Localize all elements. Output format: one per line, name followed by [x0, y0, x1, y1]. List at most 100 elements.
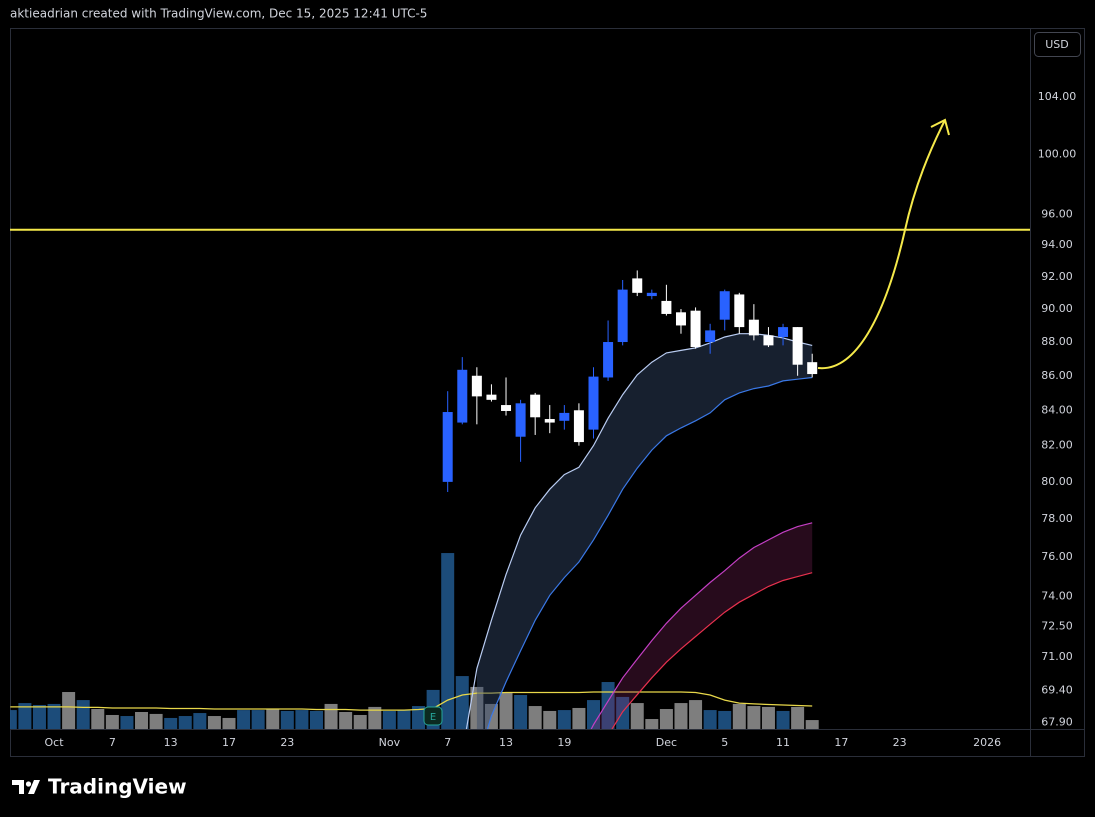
x-tick-label: Oct — [45, 736, 65, 749]
y-tick-label: 67.90 — [1041, 716, 1073, 729]
volume-bar — [120, 716, 134, 729]
candle-body — [675, 312, 686, 326]
y-tick-label: 90.00 — [1041, 302, 1073, 315]
header: aktieadrian created with TradingView.com… — [10, 7, 427, 21]
candle-body — [632, 278, 643, 293]
y-tick-label: 86.00 — [1041, 369, 1073, 382]
logo-icon — [12, 780, 24, 794]
earnings-box[interactable] — [423, 706, 443, 726]
volume-bar — [397, 710, 411, 729]
volume-bar — [91, 709, 105, 729]
volume-bar — [309, 710, 323, 729]
candle-body — [617, 289, 628, 343]
volume-bar — [266, 709, 280, 729]
volume-bar — [747, 706, 761, 729]
x-tick-label: 5 — [721, 736, 728, 749]
earnings-flag[interactable]: E — [423, 706, 443, 726]
candle-body — [471, 375, 482, 397]
volume-bar — [368, 706, 382, 729]
candle-body — [588, 376, 599, 430]
volume-bar — [18, 703, 32, 729]
candle-body — [530, 394, 541, 418]
volume-bar — [178, 716, 192, 729]
volume-bar — [62, 692, 76, 729]
volume-bar — [791, 706, 805, 729]
candle-body — [661, 300, 672, 314]
volume-bar — [689, 700, 703, 729]
y-tick-label: 104.00 — [1038, 90, 1077, 103]
logo: TradingView — [12, 775, 187, 799]
x-tick-label: Dec — [656, 736, 677, 749]
volume-bar — [645, 719, 659, 729]
x-tick-label: 23 — [280, 736, 294, 749]
volume-bar — [455, 676, 469, 729]
volume-bar — [528, 706, 542, 729]
volume-bar — [732, 703, 746, 729]
candle-body — [719, 291, 730, 320]
y-tick-label: 94.00 — [1041, 238, 1073, 251]
volume-ma-line — [10, 691, 813, 711]
candle-body — [807, 362, 818, 375]
y-tick-label: 88.00 — [1041, 335, 1073, 348]
volume-bar — [251, 710, 265, 729]
volume-bar — [514, 695, 528, 729]
volume-bar — [441, 553, 455, 729]
candle-body — [734, 294, 745, 328]
volume-bar — [470, 686, 484, 729]
y-tick-label: 100.00 — [1038, 147, 1077, 160]
volume-bar — [718, 710, 732, 729]
earnings-label: E — [430, 712, 436, 723]
currency-label: USD — [1045, 38, 1069, 51]
volume-bar — [353, 714, 367, 729]
volume-bar — [587, 700, 600, 729]
volume-bar — [295, 710, 309, 729]
candle-body — [792, 327, 803, 365]
y-tick-label: 92.00 — [1041, 270, 1073, 283]
volume-bar — [47, 703, 61, 729]
x-tick-label: 13 — [164, 736, 178, 749]
volume-bar — [630, 703, 644, 729]
candle-body — [544, 419, 555, 423]
volume-bar — [32, 704, 46, 729]
y-tick-label: 80.00 — [1041, 475, 1073, 488]
band-lower-line — [611, 572, 813, 729]
pane-border — [10, 28, 1085, 757]
volume-bar — [339, 712, 353, 729]
candle-body — [646, 292, 657, 297]
volume-bar — [222, 717, 236, 729]
x-tick-label: 17 — [834, 736, 848, 749]
volume-bar — [105, 714, 119, 729]
y-tick-label: 82.00 — [1041, 439, 1073, 452]
volume-bar — [193, 713, 207, 729]
candle-body — [763, 335, 774, 346]
volume-bar — [776, 710, 790, 729]
volume-bar — [382, 710, 396, 729]
volume-bar — [601, 682, 615, 729]
x-tick-label: 17 — [222, 736, 236, 749]
band-fill — [593, 522, 813, 729]
y-tick-label: 76.00 — [1041, 550, 1073, 563]
logo-icon-dot — [25, 781, 32, 787]
candle-body — [457, 369, 468, 423]
volume-bar — [324, 703, 338, 729]
volume-bar — [149, 713, 163, 729]
y-tick-label: 71.00 — [1041, 650, 1073, 663]
candle-body — [778, 327, 789, 338]
y-tick-label: 84.00 — [1041, 403, 1073, 416]
volume-bar — [572, 707, 586, 729]
currency-box[interactable] — [1034, 32, 1081, 57]
x-tick-label: Nov — [379, 736, 401, 749]
candle-body — [486, 394, 497, 400]
volume-bar — [237, 710, 251, 729]
x-tick-label: 2026 — [973, 736, 1001, 749]
candle-body — [705, 330, 716, 343]
volume-bar — [703, 710, 717, 729]
x-tick-label: 11 — [776, 736, 790, 749]
volume-bar — [674, 703, 688, 729]
candle-body — [748, 319, 759, 336]
volume-bar — [659, 709, 673, 729]
candle-body — [442, 412, 453, 482]
